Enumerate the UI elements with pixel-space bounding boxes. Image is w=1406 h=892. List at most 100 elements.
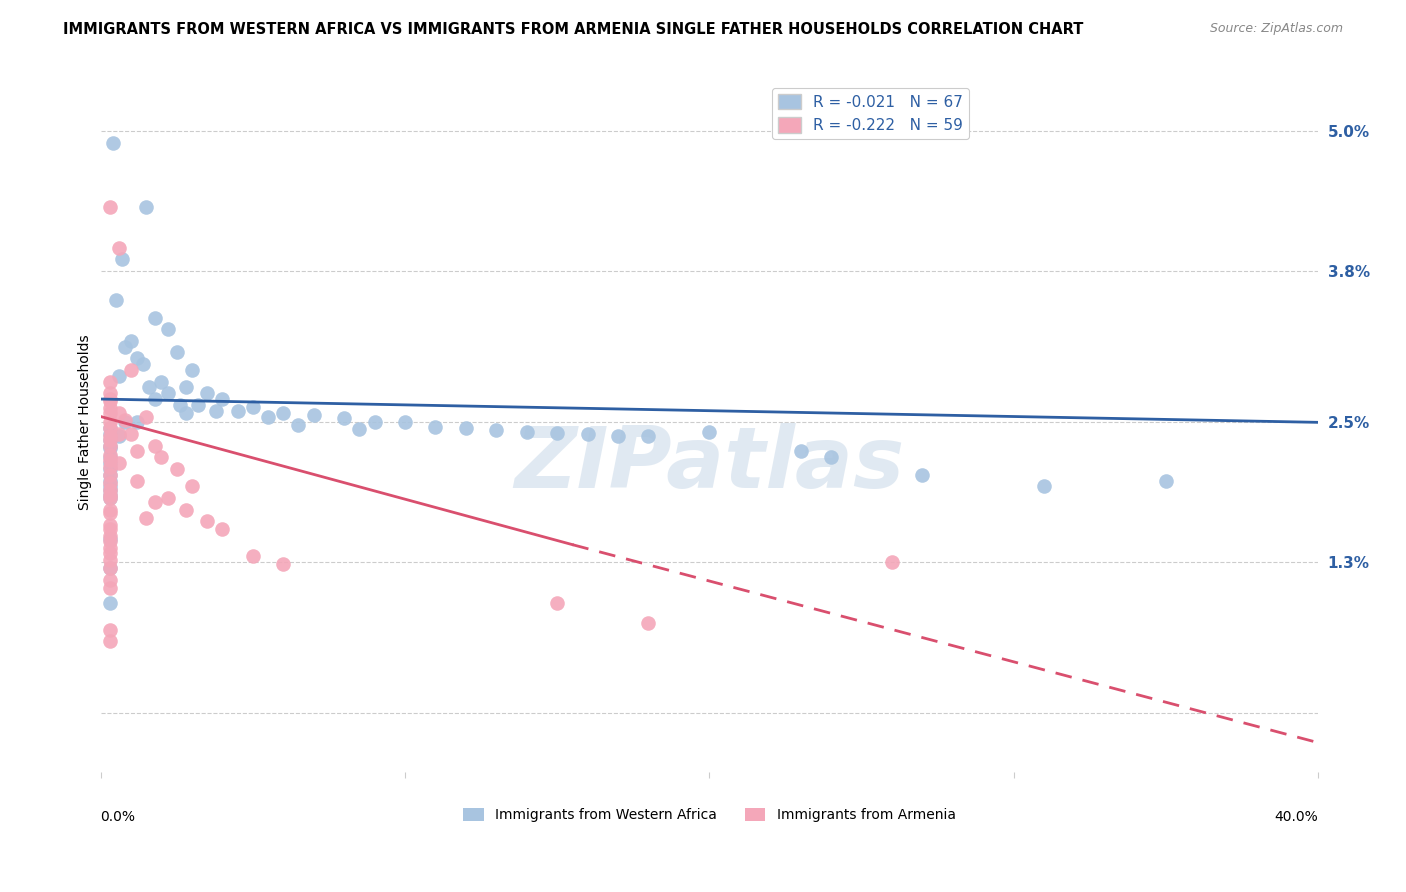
Point [98, 487, 121, 501]
Point [242, 401, 264, 415]
Point [104, 293, 127, 307]
Point [271, 558, 294, 572]
Point [98, 479, 121, 493]
Point [607, 429, 630, 443]
Point [180, 363, 202, 377]
Point [98, 487, 121, 501]
Point [302, 409, 325, 423]
Point [394, 415, 416, 429]
Point [145, 439, 167, 453]
Point [138, 380, 160, 394]
Point [98, 433, 121, 447]
Point [111, 252, 134, 267]
Point [98, 483, 121, 497]
Text: 40.0%: 40.0% [1274, 810, 1317, 824]
Point [880, 555, 903, 569]
Point [257, 409, 280, 424]
Point [174, 502, 197, 516]
Point [108, 241, 131, 255]
Point [120, 427, 142, 442]
Point [108, 456, 131, 470]
Point [127, 444, 149, 458]
Point [98, 406, 121, 420]
Point [242, 549, 264, 564]
Text: ZIPatlas: ZIPatlas [515, 423, 904, 506]
Point [98, 546, 121, 560]
Point [98, 634, 121, 648]
Point [135, 200, 157, 214]
Y-axis label: Single Father Households: Single Father Households [79, 334, 93, 510]
Text: 0.0%: 0.0% [101, 810, 135, 824]
Point [98, 573, 121, 587]
Point [98, 561, 121, 575]
Text: IMMIGRANTS FROM WESTERN AFRICA VS IMMIGRANTS FROM ARMENIA SINGLE FATHER HOUSEHOL: IMMIGRANTS FROM WESTERN AFRICA VS IMMIGR… [63, 22, 1084, 37]
Point [98, 421, 121, 435]
Point [98, 467, 121, 482]
Point [271, 406, 294, 420]
Point [98, 450, 121, 465]
Point [98, 483, 121, 497]
Text: Source: ZipAtlas.com: Source: ZipAtlas.com [1209, 22, 1343, 36]
Point [98, 421, 121, 435]
Point [637, 429, 659, 443]
Point [98, 200, 121, 214]
Point [98, 491, 121, 505]
Point [98, 386, 121, 401]
Point [211, 523, 233, 537]
Point [226, 403, 249, 417]
Point [145, 310, 167, 325]
Point [98, 429, 121, 443]
Point [98, 415, 121, 429]
Point [454, 421, 477, 435]
Point [333, 410, 356, 425]
Point [145, 392, 167, 406]
Point [195, 514, 218, 528]
Point [98, 452, 121, 467]
Point [150, 450, 173, 465]
Point [287, 417, 309, 432]
Point [98, 394, 121, 409]
Point [98, 433, 121, 447]
Point [425, 420, 447, 434]
Point [135, 511, 157, 525]
Point [127, 351, 149, 366]
Point [156, 322, 179, 336]
Point [174, 380, 197, 394]
Point [195, 386, 218, 401]
Point [98, 441, 121, 455]
Point [789, 444, 811, 458]
Point [169, 398, 191, 412]
Point [150, 375, 173, 389]
Point [98, 475, 121, 490]
Point [576, 427, 599, 442]
Point [98, 532, 121, 546]
Point [1154, 474, 1177, 488]
Point [98, 596, 121, 610]
Point [145, 494, 167, 508]
Point [546, 425, 568, 440]
Point [98, 561, 121, 575]
Point [98, 439, 121, 453]
Point [98, 553, 121, 567]
Point [98, 491, 121, 505]
Point [101, 136, 124, 150]
Point [98, 517, 121, 532]
Point [166, 462, 188, 476]
Point [98, 534, 121, 549]
Point [114, 413, 136, 427]
Point [98, 456, 121, 470]
Point [98, 401, 121, 416]
Point [108, 427, 131, 442]
Point [1033, 479, 1056, 493]
Point [98, 623, 121, 637]
Point [98, 541, 121, 555]
Point [174, 406, 197, 420]
Point [98, 467, 121, 482]
Point [98, 448, 121, 462]
Point [98, 523, 121, 537]
Point [211, 392, 233, 406]
Point [98, 474, 121, 488]
Point [156, 491, 179, 505]
Point [120, 334, 142, 348]
Point [98, 439, 121, 453]
